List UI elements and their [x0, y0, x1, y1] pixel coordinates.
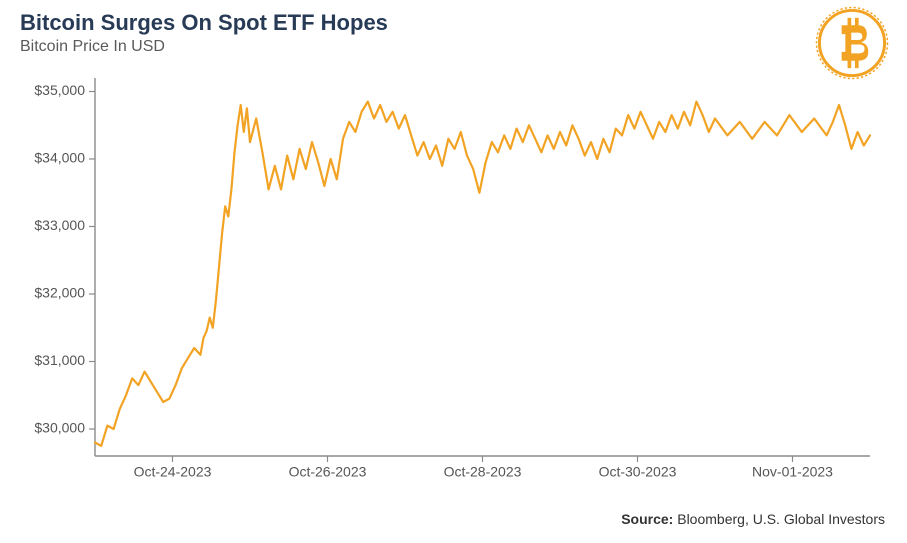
chart-title: Bitcoin Surges On Spot ETF Hopes — [20, 10, 388, 36]
svg-text:Oct-30-2023: Oct-30-2023 — [599, 463, 677, 479]
svg-text:$35,000: $35,000 — [34, 82, 85, 98]
svg-text:Oct-28-2023: Oct-28-2023 — [444, 463, 522, 479]
svg-text:$31,000: $31,000 — [34, 352, 85, 368]
chart-subtitle: Bitcoin Price In USD — [20, 38, 165, 56]
chart-source: Source: Bloomberg, U.S. Global Investors — [621, 511, 885, 527]
svg-text:Oct-24-2023: Oct-24-2023 — [134, 463, 212, 479]
chart-container: { "title": "Bitcoin Surges On Spot ETF H… — [0, 0, 907, 543]
bitcoin-icon — [815, 6, 889, 80]
svg-text:$34,000: $34,000 — [34, 150, 85, 166]
svg-text:Nov-01-2023: Nov-01-2023 — [752, 463, 833, 479]
source-label: Source: — [621, 511, 673, 527]
price-line-chart: $30,000 $31,000 $32,000 $33,000 $34,000 $35,0… — [20, 70, 880, 490]
svg-text:$30,000: $30,000 — [34, 420, 85, 436]
svg-text:Oct-26-2023: Oct-26-2023 — [289, 463, 367, 479]
svg-text:$32,000: $32,000 — [34, 285, 85, 301]
source-text: Bloomberg, U.S. Global Investors — [677, 511, 885, 527]
svg-text:$33,000: $33,000 — [34, 217, 85, 233]
